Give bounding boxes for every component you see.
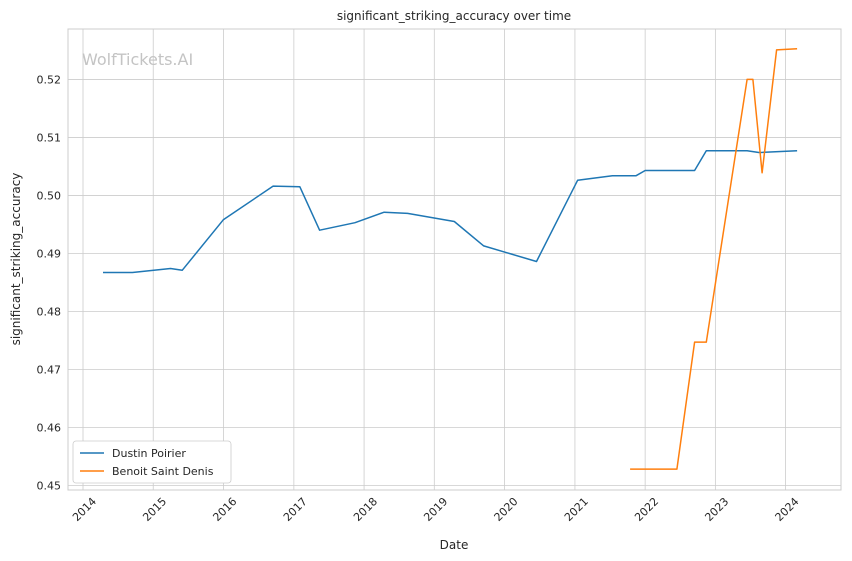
x-tick-label: 2024: [773, 495, 802, 524]
y-tick-label: 0.46: [37, 421, 62, 434]
legend-label-dustin-poirier: Dustin Poirier: [112, 447, 186, 460]
legend-label-benoit-saint-denis: Benoit Saint Denis: [112, 465, 214, 478]
x-tick-label: 2014: [70, 495, 99, 524]
series-lines: [103, 47, 798, 470]
y-tick-label: 0.51: [37, 131, 62, 144]
x-axis-ticks: 2014 2015 2016 2017 2018 2019 2020 2021 2022 2023…: [70, 495, 802, 524]
x-tick-label: 2016: [210, 495, 239, 524]
y-axis-title: significant_striking_accuracy: [9, 173, 23, 346]
x-tick-label: 2019: [421, 495, 450, 524]
y-tick-label: 0.50: [37, 189, 62, 202]
legend: Dustin Poirier Benoit Saint Denis: [72, 440, 232, 484]
x-tick-label: 2015: [140, 495, 169, 524]
plot-frame: [67, 28, 842, 491]
chart-title: significant_striking_accuracy over time: [337, 9, 571, 23]
x-tick-label: 2023: [702, 495, 731, 524]
y-axis-ticks: 0.45 0.46 0.47 0.48 0.49 0.50 0.51 0.52: [37, 73, 62, 492]
x-tick-label: 2018: [351, 495, 380, 524]
x-tick-label: 2022: [632, 495, 661, 524]
series-line-dustin-poirier: [103, 150, 798, 274]
y-tick-label: 0.49: [37, 247, 62, 260]
legend-box: [72, 440, 232, 484]
grid: [68, 29, 841, 490]
y-tick-label: 0.48: [37, 305, 62, 318]
series-line-benoit-saint-denis: [630, 47, 798, 470]
x-tick-label: 2020: [492, 495, 521, 524]
y-tick-label: 0.47: [37, 363, 62, 376]
y-tick-label: 0.52: [37, 73, 62, 86]
x-axis-title: Date: [440, 538, 469, 552]
x-tick-label: 2021: [562, 495, 591, 524]
watermark: WolfTickets.AI: [82, 50, 193, 69]
x-tick-label: 2017: [281, 495, 310, 524]
y-tick-label: 0.45: [37, 479, 62, 492]
